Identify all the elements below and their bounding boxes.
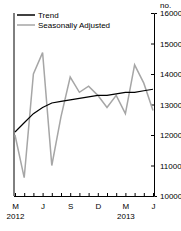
x-tick	[89, 193, 90, 196]
y-tick-label: 14000	[160, 70, 181, 79]
chart: 10000110001200013000140001500016000no.M2…	[0, 0, 181, 231]
x-tick-label-line: J	[152, 202, 156, 211]
x-tick-label: D	[95, 202, 101, 211]
x-tick-label: M2013	[117, 202, 135, 221]
x-tick-mark	[70, 193, 71, 196]
x-tick-label-line: J	[41, 202, 45, 211]
x-tick	[135, 193, 136, 196]
x-tick: M2013	[117, 193, 135, 221]
series-line	[15, 89, 153, 132]
y-axis-title: no.	[160, 1, 171, 10]
y-tick: 14000	[151, 70, 181, 79]
x-tick-mark	[107, 193, 108, 196]
legend-swatch	[17, 14, 35, 16]
y-tick-label: 13000	[160, 101, 181, 110]
x-axis: M2012JSDM2013J	[7, 193, 156, 221]
legend-label: Trend	[38, 11, 59, 20]
y-tick-mark	[151, 74, 154, 75]
y-tick: 13000	[151, 101, 181, 110]
x-tick-mark	[61, 193, 62, 196]
x-tick-mark	[79, 193, 80, 196]
x-tick-label-line: M	[12, 202, 19, 211]
x-tick-mark	[24, 193, 25, 196]
y-tick-label: 11000	[160, 162, 181, 171]
x-tick: D	[95, 193, 101, 211]
x-tick: S	[68, 193, 73, 211]
x-tick: J	[152, 193, 156, 211]
legend: TrendSeasonally Adjusted	[17, 11, 110, 30]
frame-left	[14, 13, 15, 196]
x-tick-label: J	[152, 202, 156, 211]
y-axis: 10000 11000 12000 13000 14000 15000 16000	[151, 9, 181, 201]
x-tick-label-line: M	[123, 202, 130, 211]
x-tick	[61, 193, 62, 196]
y-tick-mark	[151, 166, 154, 167]
y-tick: 11000	[151, 162, 181, 171]
x-tick-label: S	[68, 202, 73, 211]
x-tick-mark	[144, 193, 145, 196]
x-tick-label-line: S	[68, 202, 73, 211]
x-tick-mark	[43, 193, 44, 196]
x-tick-mark	[15, 193, 16, 196]
x-tick-mark	[98, 193, 99, 196]
x-tick-label-line: 2013	[117, 212, 135, 221]
x-tick: M2012	[7, 193, 25, 221]
x-tick-mark	[33, 193, 34, 196]
x-tick	[33, 193, 34, 196]
x-tick	[107, 193, 108, 196]
y-axis-line	[155, 14, 158, 197]
x-tick	[24, 193, 25, 196]
x-axis-line	[14, 196, 154, 197]
y-tick-mark	[151, 135, 154, 136]
y-tick: 12000	[151, 131, 181, 140]
x-tick-mark	[153, 193, 154, 196]
x-tick: J	[41, 193, 45, 211]
x-tick-mark	[135, 193, 136, 196]
x-tick	[144, 193, 145, 196]
y-tick-label: 10000	[160, 192, 181, 201]
series-line	[15, 53, 153, 178]
x-tick-label: M2012	[7, 202, 25, 221]
y-tick-mark	[151, 44, 154, 45]
x-tick-mark	[89, 193, 90, 196]
x-tick	[79, 193, 80, 196]
plot-area	[15, 53, 153, 178]
x-tick-label-line: D	[95, 202, 101, 211]
y-tick-label: 16000	[160, 9, 181, 18]
legend-swatch	[17, 24, 35, 26]
x-tick	[52, 193, 53, 196]
y-tick: 16000	[151, 9, 181, 18]
y-tick-label: 12000	[160, 131, 181, 140]
y-tick-mark	[151, 13, 154, 14]
x-tick-mark	[116, 193, 117, 196]
x-tick-mark	[52, 193, 53, 196]
y-tick: 15000	[151, 40, 181, 49]
y-tick: 10000	[151, 192, 181, 201]
y-tick-label: 15000	[160, 40, 181, 49]
x-tick-label: J	[41, 202, 45, 211]
legend-label: Seasonally Adjusted	[38, 21, 110, 30]
x-tick	[116, 193, 117, 196]
x-tick-mark	[125, 193, 126, 196]
x-tick-label-line: 2012	[7, 212, 25, 221]
